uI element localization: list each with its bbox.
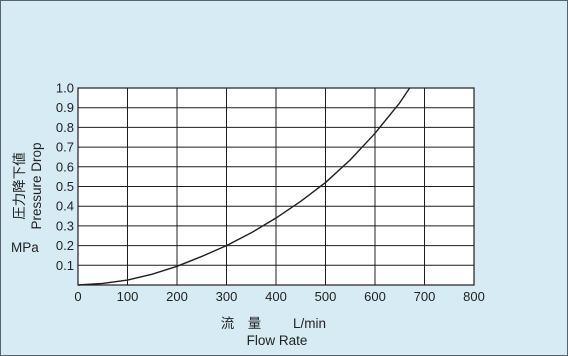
y-tick-label: 0.4 [56, 199, 74, 214]
x-axis-label-jp: 流 量 [221, 316, 262, 331]
x-tick-label: 100 [117, 289, 139, 304]
y-tick-label: 0.8 [56, 120, 74, 135]
x-tick-label: 300 [216, 289, 238, 304]
series-line [77, 87, 411, 286]
x-tick-label: 800 [463, 289, 485, 304]
y-tick-label: 0.1 [56, 258, 74, 273]
y-tick-label: 0.7 [56, 140, 74, 155]
y-axis-label-en: Pressure Drop [29, 142, 44, 229]
x-axis-unit: L/min [293, 316, 326, 331]
x-tick-label: 0 [74, 289, 81, 304]
x-tick-label: 500 [315, 289, 337, 304]
plot-border [77, 87, 475, 286]
y-tick-label: 0.6 [56, 159, 74, 174]
y-tick-label: 1.0 [56, 81, 74, 96]
x-tick-labels: 0 100 200 300 400 500 600 700 800 [74, 289, 484, 304]
y-axis-label-jp: 圧力降下値 [12, 152, 27, 220]
x-tick-label: 600 [364, 289, 386, 304]
y-tick-label: 0.2 [56, 238, 74, 253]
x-tick-label: 400 [265, 289, 287, 304]
x-axis-label-en: Flow Rate [247, 333, 308, 348]
horizontal-gridlines [78, 107, 474, 266]
x-tick-label: 700 [414, 289, 436, 304]
y-tick-label: 0.9 [56, 100, 74, 115]
x-tick-label: 200 [166, 289, 188, 304]
y-axis-unit: MPa [11, 240, 39, 255]
y-tick-labels: 0.1 0.2 0.3 0.4 0.5 0.6 0.7 0.8 0.9 1.0 [56, 81, 74, 273]
y-tick-label: 0.3 [56, 218, 74, 233]
y-tick-label: 0.5 [56, 179, 74, 194]
